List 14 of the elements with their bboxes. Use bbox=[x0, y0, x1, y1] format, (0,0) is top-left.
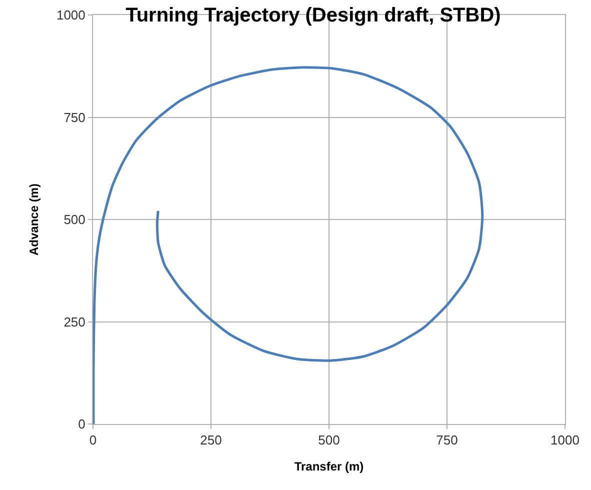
y-tick-label: 1000 bbox=[56, 8, 86, 23]
x-tick-label: 0 bbox=[89, 432, 97, 448]
chart-title: Turning Trajectory (Design draft, STBD) bbox=[126, 4, 501, 26]
y-tick-label: 250 bbox=[64, 314, 86, 330]
y-axis-title: Advance (m) bbox=[26, 183, 41, 256]
y-tick-label: 500 bbox=[64, 212, 86, 228]
x-axis-title: Transfer (m) bbox=[294, 460, 364, 474]
x-tick-label: 1000 bbox=[550, 432, 580, 448]
line-series bbox=[93, 66, 484, 424]
x-tick-label: 500 bbox=[318, 432, 340, 448]
y-tick-label: 750 bbox=[64, 110, 86, 125]
x-tick-label: 250 bbox=[200, 432, 222, 448]
y-tick-label: 0 bbox=[78, 416, 86, 432]
x-tick-label: 750 bbox=[436, 432, 458, 448]
